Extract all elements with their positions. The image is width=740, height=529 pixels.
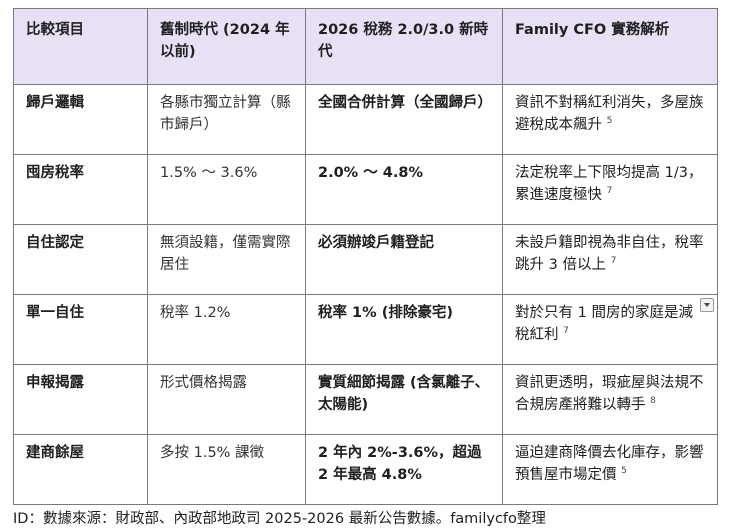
row-old: 各縣市獨立計算（縣市歸戶） [147, 84, 306, 155]
row-analysis: 未設戶籍即視為非自住，稅率跳升 3 倍以上 7 [502, 224, 718, 295]
row-new: 2 年內 2%-3.6%，超過 2 年最高 4.8% [305, 434, 503, 505]
row-item: 歸戶邏輯 [13, 84, 148, 155]
row-old: 形式價格揭露 [147, 364, 306, 435]
header-row: 比較項目 舊制時代 (2024 年以前) 2026 稅務 2.0/3.0 新時代… [13, 8, 718, 85]
row-analysis: 對於只有 1 間房的家庭是減稅紅利 7 [502, 294, 718, 365]
footnote-ref[interactable]: 5 [606, 116, 613, 127]
row-old: 無須設籍，僅需實際居住 [147, 224, 306, 295]
table-row: 歸戶邏輯 各縣市獨立計算（縣市歸戶） 全國合併計算（全國歸戶） 資訊不對稱紅利消… [13, 84, 718, 155]
footnote-ref[interactable]: 7 [563, 326, 569, 337]
row-old: 1.5% ～ 3.6% [147, 154, 306, 225]
header-old: 舊制時代 (2024 年以前) [147, 8, 306, 85]
table-row: 申報揭露 形式價格揭露 實質細節揭露 (含氯離子、太陽能) 資訊更透明，瑕疵屋與… [13, 364, 718, 435]
analysis-text: 逼迫建商降價去化庫存，影響預售屋市場定價 [515, 445, 704, 483]
analysis-text: 對於只有 1 間房的家庭是減稅紅利 [515, 305, 693, 343]
row-new: 必須辦竣戶籍登記 [305, 224, 503, 295]
row-item: 囤房稅率 [13, 154, 148, 225]
row-new: 2.0% ～ 4.8% [305, 154, 503, 225]
table-row: 單一自住 稅率 1.2% 稅率 1% (排除豪宅) 對於只有 1 間房的家庭是減… [13, 294, 718, 365]
row-analysis: 資訊更透明，瑕疵屋與法規不合規房產將難以轉手 8 [502, 364, 718, 435]
analysis-text: 法定稅率上下限均提高 1/3，累進速度極快 [515, 165, 703, 203]
row-new: 稅率 1% (排除豪宅) [305, 294, 503, 365]
table-row: 建商餘屋 多按 1.5% 課徵 2 年內 2%-3.6%，超過 2 年最高 4.… [13, 434, 718, 505]
header-analysis: Family CFO 實務解析 [502, 8, 718, 85]
analysis-text: 未設戶籍即視為非自住，稅率跳升 3 倍以上 [515, 235, 704, 273]
footnote-ref[interactable]: 5 [621, 466, 627, 477]
row-item: 自住認定 [13, 224, 148, 295]
footnote-ref[interactable]: 7 [610, 256, 617, 267]
row-analysis: 資訊不對稱紅利消失，多屋族避稅成本飆升 5 [502, 84, 718, 155]
source-caption: ID：數據來源：財政部、內政部地政司 2025-2026 最新公告數據。fami… [13, 511, 546, 527]
row-item: 申報揭露 [13, 364, 148, 435]
row-analysis: 法定稅率上下限均提高 1/3，累進速度極快 7 [502, 154, 718, 225]
row-new: 全國合併計算（全國歸戶） [305, 84, 503, 155]
table-row: 囤房稅率 1.5% ～ 3.6% 2.0% ～ 4.8% 法定稅率上下限均提高 … [13, 154, 718, 225]
comparison-table: 比較項目 舊制時代 (2024 年以前) 2026 稅務 2.0/3.0 新時代… [13, 8, 718, 505]
table-row: 自住認定 無須設籍，僅需實際居住 必須辦竣戶籍登記 未設戶籍即視為非自住，稅率跳… [13, 224, 718, 295]
footnote-ref[interactable]: 7 [606, 186, 613, 197]
chevron-down-icon[interactable] [700, 298, 714, 312]
row-item: 單一自住 [13, 294, 148, 365]
footnote-ref[interactable]: 8 [650, 396, 656, 407]
analysis-text: 資訊不對稱紅利消失，多屋族避稅成本飆升 [515, 95, 704, 133]
header-new: 2026 稅務 2.0/3.0 新時代 [305, 8, 503, 85]
row-new: 實質細節揭露 (含氯離子、太陽能) [305, 364, 503, 435]
row-analysis: 逼迫建商降價去化庫存，影響預售屋市場定價 5 [502, 434, 718, 505]
header-item: 比較項目 [13, 8, 148, 85]
analysis-text: 資訊更透明，瑕疵屋與法規不合規房產將難以轉手 [515, 375, 704, 413]
row-item: 建商餘屋 [13, 434, 148, 505]
row-old: 多按 1.5% 課徵 [147, 434, 306, 505]
row-old: 稅率 1.2% [147, 294, 306, 365]
